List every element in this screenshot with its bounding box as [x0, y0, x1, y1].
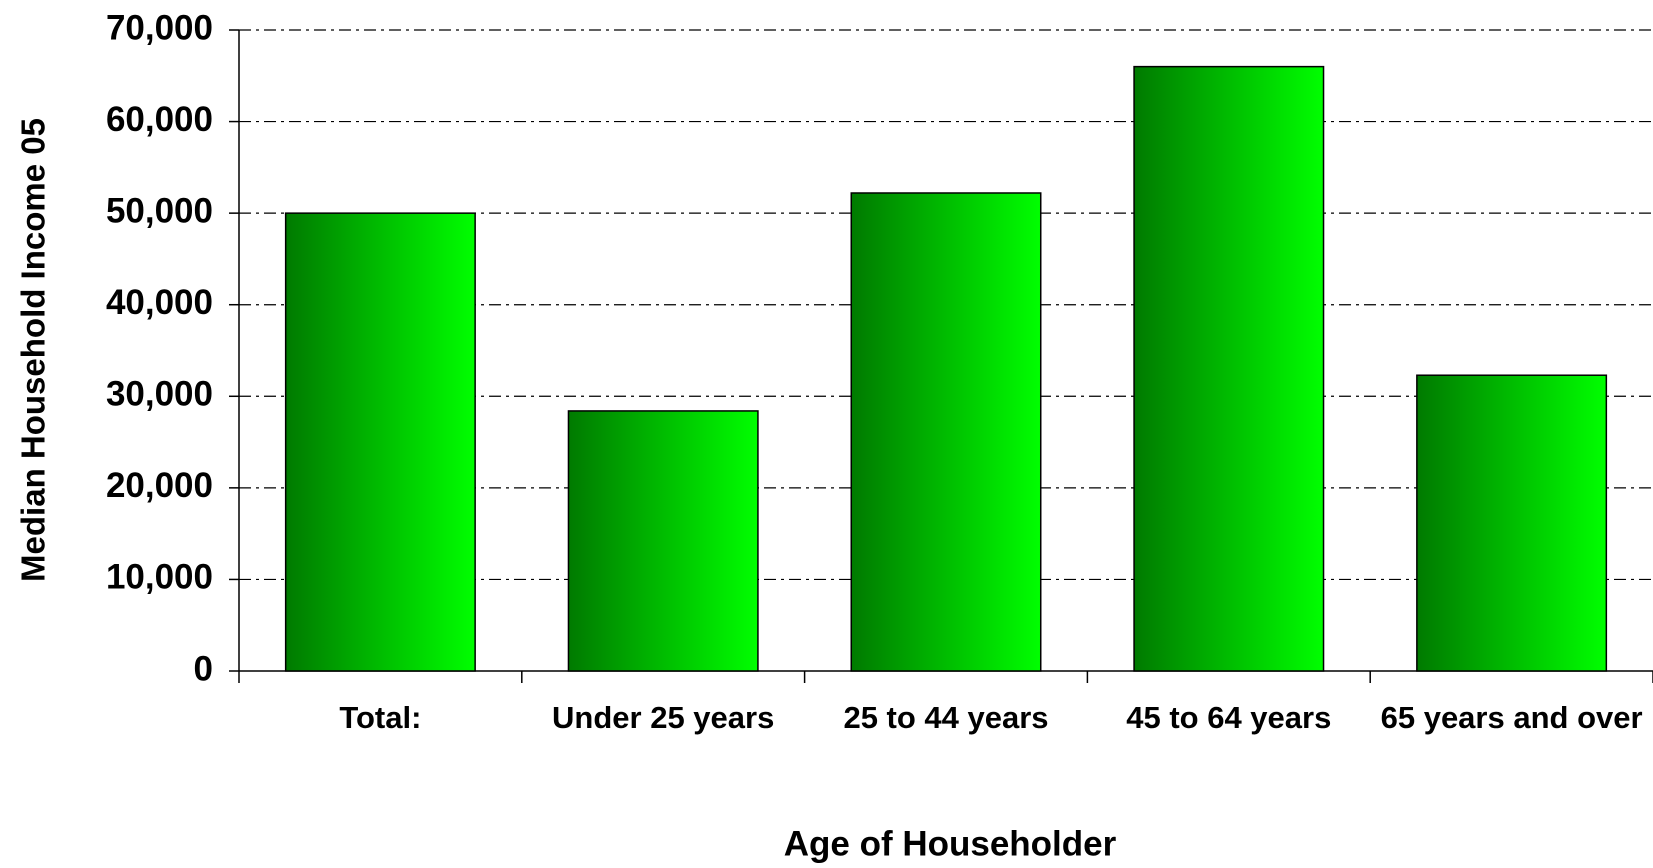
x-tick-label: Under 25 years — [552, 700, 775, 735]
bar — [567, 410, 759, 672]
y-tick-label: 20,000 — [106, 466, 213, 505]
x-axis-title: Age of Householder — [784, 824, 1117, 863]
x-tick-label: 25 to 44 years — [843, 700, 1049, 735]
y-tick-label: 10,000 — [106, 558, 213, 597]
y-tick-label: 60,000 — [106, 100, 213, 139]
bar — [850, 192, 1042, 672]
y-tick-label: 50,000 — [106, 191, 213, 230]
x-tick-label: Total: — [339, 700, 422, 735]
bar — [284, 212, 476, 672]
x-tick-label: 45 to 64 years — [1126, 700, 1332, 735]
bar — [1133, 65, 1325, 672]
y-tick-label: 70,000 — [106, 8, 213, 47]
y-axis-title: Median Household Income 05 — [15, 118, 52, 582]
bar — [1416, 374, 1608, 672]
y-tick-label: 30,000 — [106, 375, 213, 414]
x-tick-label: 65 years and over — [1380, 700, 1643, 735]
y-tick-label: 40,000 — [106, 283, 213, 322]
y-tick-label: 0 — [194, 649, 213, 688]
